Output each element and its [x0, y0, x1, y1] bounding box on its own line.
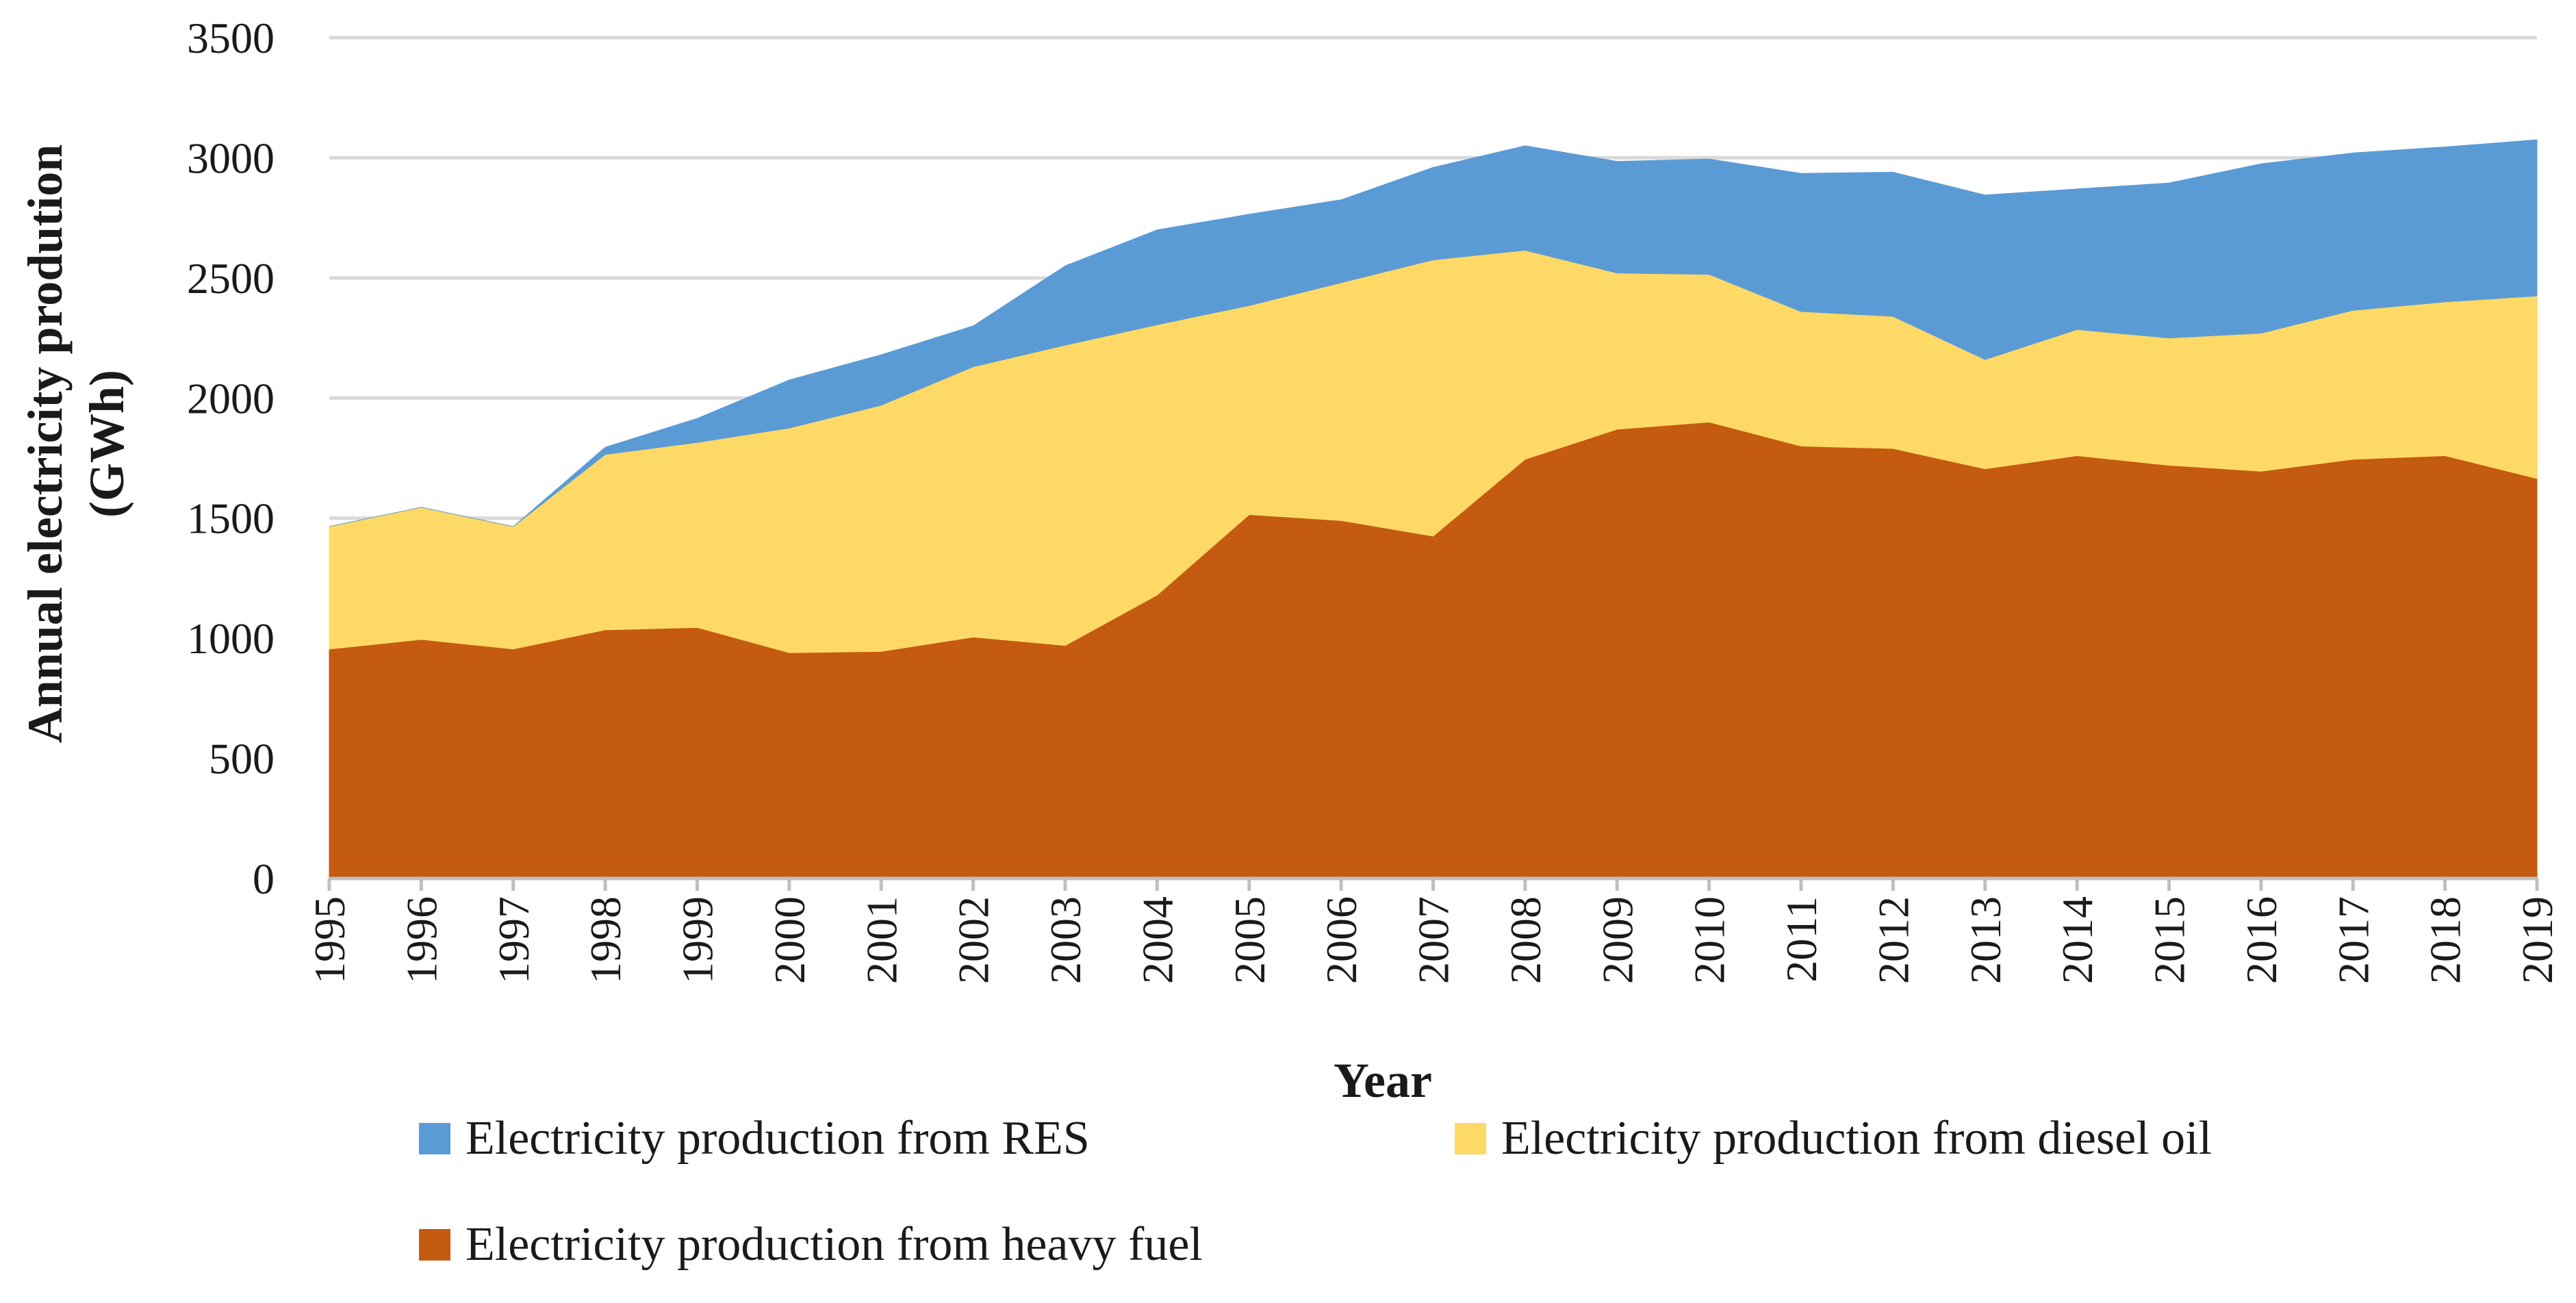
x-tick-label: 2009 — [1593, 896, 1642, 984]
x-tick-label: 2013 — [1961, 896, 2010, 984]
x-tick-label: 2012 — [1869, 896, 1917, 984]
legend-label-heavy-fuel: Electricity production from heavy fuel — [466, 1218, 1203, 1271]
x-tick-label: 1999 — [674, 896, 722, 984]
x-tick-label: 2010 — [1685, 896, 1734, 984]
y-tick-label: 1000 — [187, 614, 275, 663]
y-tick-label: 500 — [209, 735, 275, 783]
x-tick-label: 2001 — [857, 896, 906, 984]
y-tick-label: 3500 — [187, 14, 275, 62]
area-res — [329, 139, 2538, 527]
axes — [327, 876, 2539, 891]
x-tick-label: 2003 — [1041, 896, 1090, 984]
x-tick-label: 2007 — [1410, 896, 1458, 984]
x-tick-label: 2008 — [1501, 896, 1550, 984]
x-tick-label: 2015 — [2145, 896, 2194, 984]
x-tick-label: 1997 — [489, 896, 538, 984]
x-tick-label: 2019 — [2513, 896, 2562, 984]
y-tick-labels: 0 500 1000 1500 2000 2500 3000 3500 — [187, 14, 275, 903]
x-tick-label: 2017 — [2329, 896, 2377, 984]
y-tick-label: 2500 — [187, 254, 275, 303]
legend-swatch-res — [419, 1123, 450, 1154]
legend: Electricity production from RES Electric… — [419, 1112, 2212, 1271]
y-tick-label: 2000 — [187, 374, 275, 422]
x-tick-label: 2011 — [1777, 896, 1826, 983]
legend-label-res: Electricity production from RES — [466, 1112, 1090, 1165]
legend-item-heavy-fuel: Electricity production from heavy fuel — [419, 1218, 1203, 1271]
y-tick-label: 3000 — [187, 134, 275, 182]
y-tick-label: 1500 — [187, 494, 275, 543]
x-tick-labels: 1995 1996 1997 1998 1999 2000 2001 2002 2003 2004… — [305, 896, 2562, 984]
y-axis-title-line2: (GWh) — [79, 370, 134, 518]
legend-item-res: Electricity production from RES — [419, 1112, 1090, 1165]
x-tick-label: 2005 — [1225, 896, 1274, 984]
x-tick-label: 2018 — [2421, 896, 2470, 984]
legend-label-diesel: Electricity production from diesel oil — [1501, 1112, 2212, 1165]
x-tick-label: 2000 — [765, 896, 814, 984]
x-tick-label: 2014 — [2053, 896, 2102, 984]
legend-item-diesel: Electricity production from diesel oil — [1455, 1112, 2212, 1165]
legend-swatch-diesel — [1455, 1123, 1486, 1154]
x-tick-label: 2002 — [949, 896, 998, 984]
area-series — [329, 139, 2538, 879]
x-tick-label: 1995 — [305, 896, 354, 984]
y-axis-title-line1: Annual electricity prodution — [18, 144, 73, 744]
y-tick-label: 0 — [253, 855, 275, 903]
legend-swatch-heavy-fuel — [419, 1229, 450, 1261]
x-axis-title: Year — [1334, 1053, 1432, 1108]
x-tick-label: 2016 — [2237, 896, 2286, 984]
x-tick-label: 1998 — [581, 896, 630, 984]
x-tick-label: 1996 — [397, 896, 446, 984]
x-tick-label: 2006 — [1317, 896, 1366, 984]
x-tick-label: 2004 — [1133, 896, 1182, 984]
